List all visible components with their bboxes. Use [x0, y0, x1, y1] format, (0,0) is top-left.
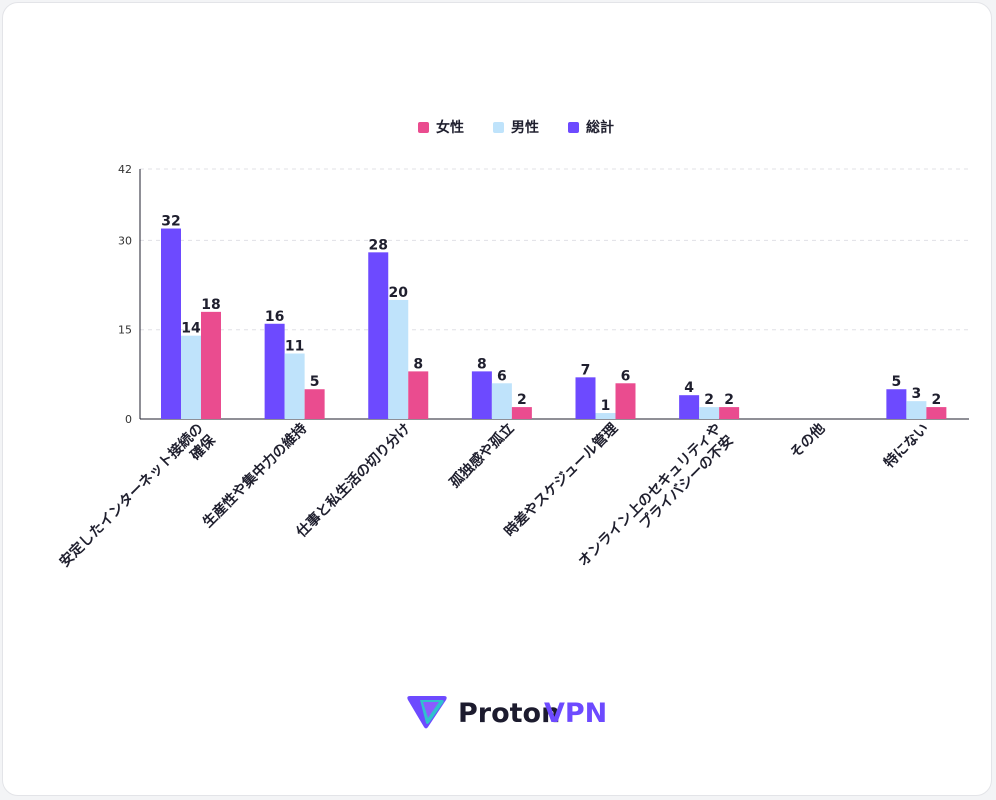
data-label: 8 [413, 356, 423, 372]
logo-text-vpn: VPN [544, 698, 607, 729]
bar [886, 389, 907, 419]
bar [264, 323, 285, 419]
data-label: 5 [310, 374, 320, 390]
bar [388, 299, 409, 419]
proton-vpn-logo-icon [407, 696, 447, 729]
proton-vpn-logo: Proton VPN [407, 696, 607, 729]
bar [161, 228, 181, 419]
data-label: 2 [704, 392, 714, 408]
x-tick-label: 孤独感や孤立 [446, 420, 517, 491]
bar [491, 383, 512, 419]
data-label: 3 [912, 386, 922, 402]
x-tick-label: 時差やスケジュール管理 [501, 420, 621, 540]
bar [926, 407, 947, 419]
bar [906, 401, 927, 419]
legend-label: 総計 [586, 119, 614, 136]
data-label: 18 [201, 297, 220, 313]
bar [181, 335, 201, 419]
bar [575, 377, 596, 419]
x-tick-label: その他 [787, 420, 829, 462]
data-label: 8 [477, 356, 487, 372]
data-label: 5 [892, 374, 902, 390]
data-label: 7 [581, 362, 591, 378]
bar [699, 407, 720, 419]
legend: 女性 男性 総計 [418, 119, 614, 136]
bar [408, 371, 429, 419]
bar [304, 389, 325, 419]
logo-text-proton: Proton [458, 698, 560, 729]
data-label: 16 [265, 309, 284, 325]
legend-swatch [568, 122, 579, 133]
data-label: 2 [724, 392, 734, 408]
legend-label: 男性 [511, 119, 539, 136]
x-tick-label: 安定したインターネット接続の確保 [56, 419, 219, 582]
bar [368, 252, 389, 419]
bar [595, 413, 616, 419]
data-label: 6 [621, 368, 631, 384]
y-tick-label: 30 [118, 234, 132, 247]
y-tick-labels: 0 15 30 42 [118, 163, 132, 426]
data-label: 4 [684, 380, 694, 396]
legend-swatch [418, 122, 429, 133]
bar [201, 311, 221, 419]
bar [511, 407, 532, 419]
grid-lines [140, 168, 969, 331]
x-tick-label: 仕事と私生活の切り分け [292, 420, 414, 542]
bar [471, 371, 492, 419]
data-label: 20 [389, 285, 409, 301]
bar [284, 353, 305, 419]
data-label: 2 [932, 392, 942, 408]
bar [679, 395, 700, 419]
axes [139, 169, 969, 420]
bars [161, 228, 947, 419]
x-tick-label: 特にない [880, 420, 932, 472]
data-label: 11 [285, 339, 304, 355]
bar [719, 407, 740, 419]
y-tick-label: 0 [125, 413, 132, 426]
data-label: 14 [181, 321, 201, 337]
data-label: 28 [369, 237, 388, 253]
y-tick-label: 42 [118, 163, 132, 176]
y-tick-label: 15 [118, 324, 132, 337]
x-tick-label: 生産性や集中力の維持 [199, 420, 310, 531]
bar [615, 383, 636, 419]
data-label: 32 [161, 214, 180, 230]
data-label: 2 [517, 392, 527, 408]
legend-swatch [493, 122, 504, 133]
legend-label: 女性 [436, 119, 464, 136]
data-label: 1 [601, 398, 611, 414]
data-label: 6 [497, 368, 507, 384]
